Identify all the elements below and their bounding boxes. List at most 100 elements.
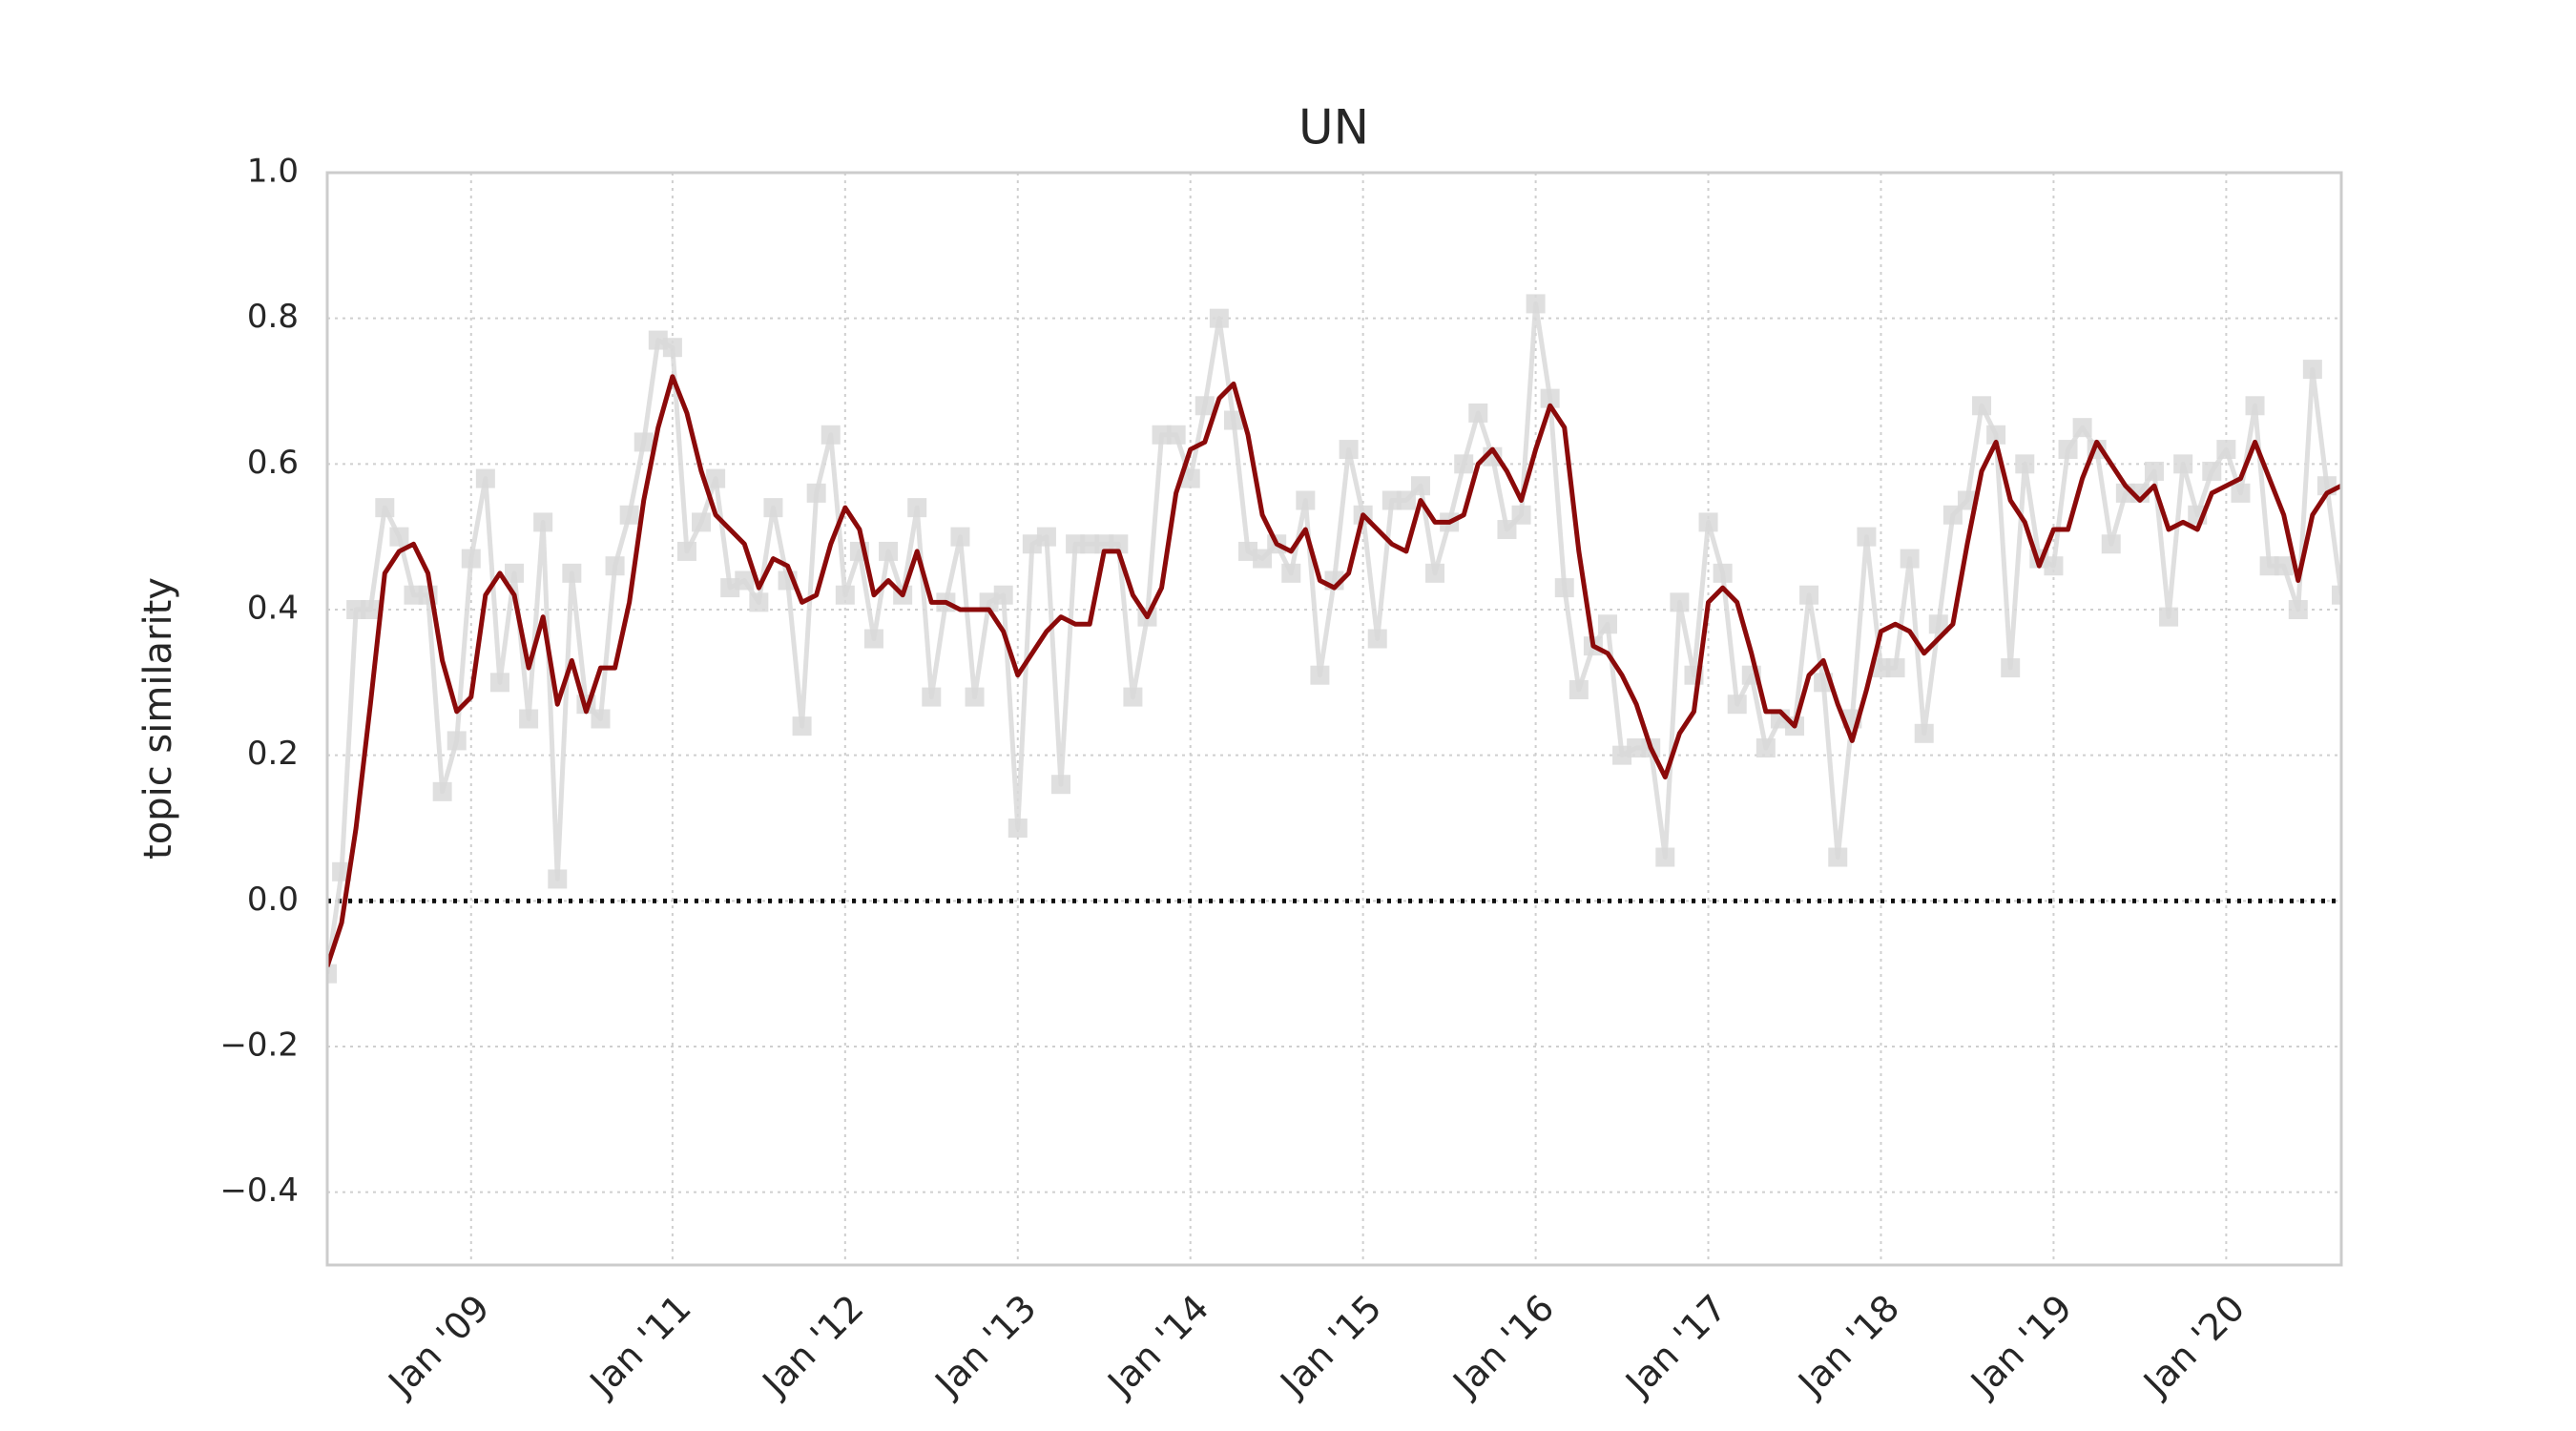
point-marker <box>821 425 841 445</box>
x-tick-label: Jan '17 <box>1616 1287 1735 1405</box>
point-marker <box>1367 629 1387 649</box>
point-marker <box>1281 563 1301 583</box>
point-marker <box>1109 534 1129 554</box>
point-marker <box>619 505 639 525</box>
point-marker <box>1755 738 1776 758</box>
point-marker <box>720 578 740 598</box>
point-marker <box>1310 665 1330 685</box>
point-marker <box>2072 418 2092 438</box>
point-marker <box>1727 695 1747 715</box>
chart-title: UN <box>1298 100 1369 156</box>
point-marker <box>634 432 654 452</box>
point-marker <box>2044 556 2064 576</box>
point-marker <box>1152 425 1172 445</box>
y-tick-label: 1.0 <box>247 153 299 191</box>
point-marker <box>1871 658 1891 678</box>
point-marker <box>1828 847 1848 867</box>
point-marker <box>1986 425 2006 445</box>
point-marker <box>1381 490 1402 510</box>
point-marker <box>648 330 668 350</box>
point-marker <box>1670 592 1690 612</box>
point-marker <box>2159 607 2179 627</box>
point-marker <box>2274 556 2294 576</box>
point-marker <box>676 541 696 561</box>
point-marker <box>2001 658 2021 678</box>
point-marker <box>879 541 899 561</box>
point-marker <box>806 483 826 503</box>
point-marker <box>605 556 625 576</box>
point-marker <box>1713 563 1733 583</box>
point-marker <box>327 964 337 984</box>
point-marker <box>1396 490 1416 510</box>
point-marker <box>1972 396 1992 416</box>
point-marker <box>2216 440 2236 460</box>
point-marker <box>993 585 1013 605</box>
point-marker <box>1799 585 1819 605</box>
point-marker <box>2288 600 2308 619</box>
point-marker <box>1051 775 1071 795</box>
point-marker <box>361 600 381 619</box>
plot-frame <box>325 171 2343 1267</box>
point-marker <box>2015 454 2035 474</box>
point-marker <box>1957 490 1977 510</box>
point-marker <box>505 563 525 583</box>
point-marker <box>1597 614 1617 634</box>
x-tick-label: Jan '09 <box>379 1287 497 1405</box>
point-marker <box>548 869 568 889</box>
point-marker <box>692 512 712 532</box>
line-series <box>327 301 2341 975</box>
point-marker <box>375 498 395 518</box>
point-marker <box>1080 534 1100 554</box>
point-marker <box>1410 476 1430 496</box>
point-marker <box>1008 819 1028 838</box>
point-marker <box>1454 454 1474 474</box>
x-tick-label: Jan '19 <box>1962 1287 2080 1405</box>
point-marker <box>2144 461 2164 481</box>
point-marker <box>1180 468 1200 488</box>
y-tick-label: 0.2 <box>247 735 299 773</box>
point-marker <box>2101 534 2121 554</box>
point-marker <box>1526 294 1546 314</box>
point-marker <box>735 570 755 591</box>
point-marker <box>562 563 582 583</box>
point-marker <box>1885 658 1905 678</box>
point-marker <box>1942 505 1963 525</box>
x-tick-label: Jan '15 <box>1271 1287 1389 1405</box>
point-marker <box>2173 454 2193 474</box>
x-tick-label: Jan '20 <box>2134 1287 2253 1405</box>
line-series <box>327 374 2341 967</box>
point-marker <box>1568 679 1589 699</box>
point-marker <box>1036 527 1056 547</box>
point-marker <box>1425 563 1445 583</box>
point-marker <box>489 673 509 693</box>
y-tick-label: −0.4 <box>219 1172 299 1210</box>
point-marker <box>2202 461 2222 481</box>
x-tick-label: Jan '13 <box>925 1287 1044 1405</box>
point-marker <box>346 600 366 619</box>
point-marker <box>1094 534 1114 554</box>
point-marker <box>1339 440 1359 460</box>
point-marker <box>2231 483 2251 503</box>
plot-area <box>327 294 2341 984</box>
x-tick-label: Jan '11 <box>581 1287 699 1405</box>
point-marker <box>1655 847 1675 867</box>
point-marker <box>1166 425 1186 445</box>
y-tick-label: 0.4 <box>247 590 299 628</box>
point-marker <box>1900 549 1920 569</box>
point-marker <box>863 629 883 649</box>
point-marker <box>2058 440 2078 460</box>
point-marker <box>1497 520 1517 540</box>
point-marker <box>1123 687 1143 707</box>
point-marker <box>1511 505 1531 525</box>
point-marker <box>1022 534 1042 554</box>
point-marker <box>519 709 539 729</box>
point-marker <box>475 468 495 488</box>
point-marker <box>1914 723 1934 743</box>
x-tick-label: Jan '12 <box>754 1287 872 1405</box>
point-marker <box>2245 396 2265 416</box>
point-marker <box>763 498 783 518</box>
point-marker <box>749 592 769 612</box>
x-tick-label: Jan '16 <box>1444 1287 1562 1405</box>
y-tick-label: −0.2 <box>219 1027 299 1065</box>
